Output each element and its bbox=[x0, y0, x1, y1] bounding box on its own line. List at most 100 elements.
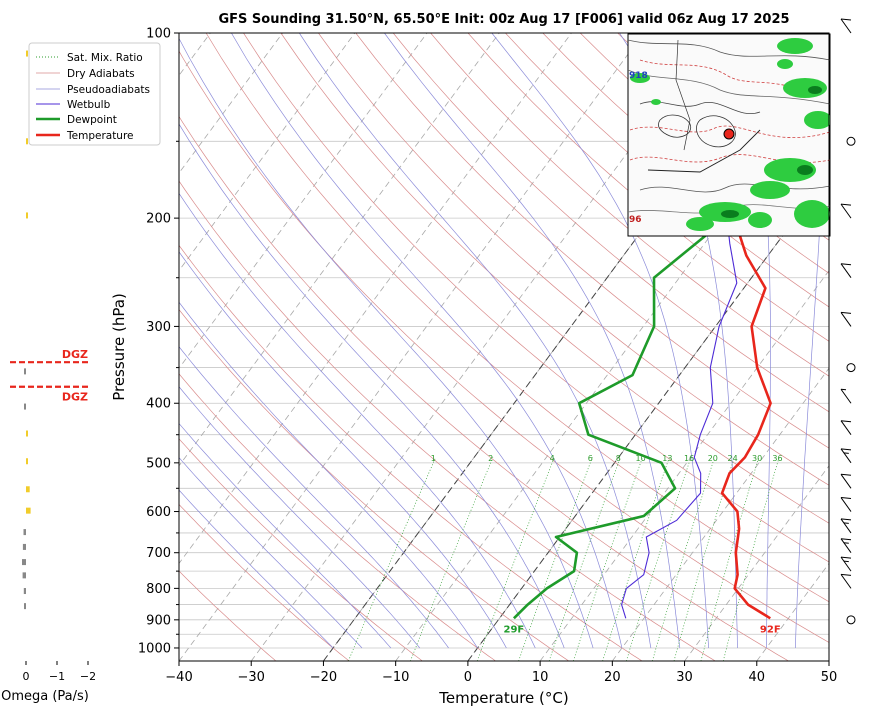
series-wetbulb bbox=[621, 218, 738, 619]
omega-tick-label: 0 bbox=[23, 670, 30, 683]
omega-bar bbox=[26, 138, 28, 145]
barb-flag bbox=[840, 518, 852, 521]
inset-map: 918 96 bbox=[627, 33, 831, 237]
isotherm bbox=[179, 33, 428, 369]
x-tick-label: −40 bbox=[165, 670, 192, 685]
pseudoadiabat bbox=[619, 33, 738, 648]
barb-flag bbox=[840, 497, 852, 500]
dry-adiabat bbox=[179, 570, 277, 661]
dry-adiabat bbox=[392, 33, 829, 413]
pseudoadiabat bbox=[179, 301, 478, 649]
legend-label-wetbulb: Wetbulb bbox=[67, 99, 111, 111]
omega-bar bbox=[23, 588, 26, 595]
calm-wind-circle bbox=[846, 136, 856, 146]
y-tick-label: 500 bbox=[146, 456, 171, 471]
inset-map-label-2: 96 bbox=[629, 215, 642, 225]
x-tick-label: −20 bbox=[310, 670, 337, 685]
surface-temperature-label: 92F bbox=[760, 624, 781, 635]
wind-barb bbox=[840, 573, 852, 589]
barb-flag bbox=[840, 473, 852, 476]
barb-flag bbox=[840, 420, 852, 423]
x-tick-label: 50 bbox=[821, 670, 838, 685]
barb-staff bbox=[840, 518, 852, 534]
omega-panel: 0 −1 −2 DGZ DGZ bbox=[10, 50, 96, 683]
mixing-ratio-label: 10 bbox=[636, 454, 646, 463]
y-tick-label: 1000 bbox=[138, 641, 171, 656]
legend-label-dewpoint: Dewpoint bbox=[67, 114, 117, 126]
barb-staff bbox=[840, 203, 852, 219]
wind-barb bbox=[840, 473, 852, 489]
wind-barb bbox=[840, 518, 852, 534]
omega-bar bbox=[26, 507, 31, 514]
barb-staff bbox=[840, 312, 852, 327]
dgz-label: DGZ bbox=[62, 391, 88, 404]
dry-adiabat bbox=[505, 33, 829, 308]
wind-barb bbox=[840, 448, 852, 464]
dry-adiabat bbox=[179, 244, 643, 661]
dry-adiabat bbox=[179, 503, 350, 661]
isotherm bbox=[179, 33, 500, 467]
omega-bar bbox=[24, 603, 26, 610]
dry-adiabat bbox=[179, 50, 829, 643]
barb-staff bbox=[840, 474, 852, 489]
omega-bar bbox=[26, 458, 28, 465]
barb-half-flag bbox=[843, 560, 849, 563]
dry-adiabat bbox=[205, 33, 829, 603]
barb-staff bbox=[840, 574, 852, 589]
mixing-ratio-label: 30 bbox=[752, 454, 762, 463]
surface-dewpoint-label: 29F bbox=[504, 624, 525, 635]
y-tick-label: 100 bbox=[146, 27, 171, 42]
pseudoadiabat bbox=[384, 33, 681, 649]
mixing-ratio-label: 36 bbox=[772, 454, 782, 463]
wind-barb bbox=[840, 18, 852, 34]
pseudoadiabat bbox=[179, 346, 449, 649]
barb-staff bbox=[840, 538, 852, 553]
barb-flag bbox=[840, 18, 852, 21]
x-tick-label: 30 bbox=[676, 670, 693, 685]
y-tick-label: 200 bbox=[146, 212, 171, 227]
x-tick-label: 10 bbox=[532, 670, 549, 685]
isotherm bbox=[179, 33, 645, 661]
isotherm bbox=[539, 269, 829, 661]
wind-barb bbox=[840, 556, 852, 572]
legend-label-temperature: Temperature bbox=[66, 130, 134, 142]
mixing-ratio-label: 6 bbox=[588, 454, 593, 463]
barb-staff bbox=[840, 388, 852, 404]
dry-adiabat bbox=[318, 33, 829, 486]
mixing-ratio-label: 24 bbox=[728, 454, 738, 463]
freezing-isotherm bbox=[467, 172, 829, 661]
wind-barb bbox=[840, 263, 852, 279]
inset-map-label-1: 918 bbox=[629, 71, 648, 81]
x-tick-label: 40 bbox=[749, 670, 766, 685]
barb-half-flag bbox=[840, 388, 847, 391]
chart-title: GFS Sounding 31.50°N, 65.50°E Init: 00z … bbox=[218, 12, 789, 27]
plot-frame bbox=[178, 32, 830, 662]
barb-staff bbox=[840, 497, 852, 512]
barb-half-flag bbox=[843, 542, 849, 544]
mixing-ratio-line bbox=[573, 457, 643, 661]
y-tick-label: 400 bbox=[146, 397, 171, 412]
calm-wind-circle bbox=[846, 363, 856, 373]
barb-flag bbox=[840, 556, 852, 559]
legend-label-dry-adiabats: Dry Adiabats bbox=[67, 68, 135, 80]
y-tick-label: 300 bbox=[146, 320, 171, 335]
x-tick-label: 20 bbox=[604, 670, 621, 685]
dry-adiabat bbox=[355, 33, 829, 449]
mixing-ratio-label: 20 bbox=[708, 454, 718, 463]
omega-bar bbox=[26, 212, 28, 219]
wind-barb bbox=[840, 420, 852, 435]
legend-label-mixing-ratio: Sat. Mix. Ratio bbox=[67, 52, 143, 64]
pseudoadiabat bbox=[179, 192, 536, 649]
omega-bar bbox=[26, 430, 28, 437]
y-axis-label: Pressure (hPa) bbox=[110, 293, 128, 401]
barb-flag bbox=[840, 573, 852, 576]
mixing-ratio-line bbox=[518, 457, 593, 661]
barb-half-flag bbox=[843, 452, 849, 454]
pseudoadiabat bbox=[179, 37, 594, 649]
x-axis-label: Temperature (°C) bbox=[438, 689, 568, 707]
barb-staff bbox=[840, 556, 852, 572]
dgz-label: DGZ bbox=[62, 348, 88, 361]
wind-barb bbox=[840, 497, 852, 512]
barb-flag bbox=[840, 538, 852, 541]
